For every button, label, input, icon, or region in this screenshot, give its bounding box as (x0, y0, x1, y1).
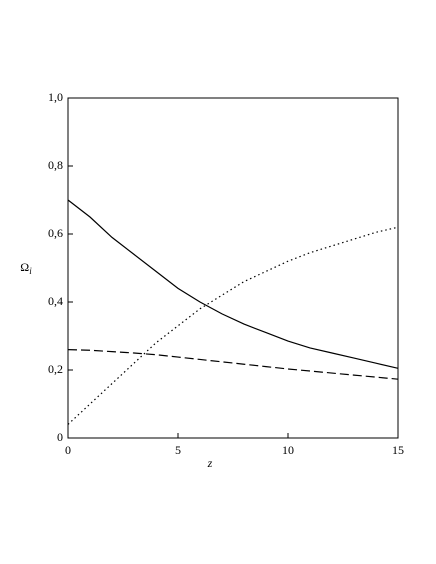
x-tick-label: 10 (282, 443, 294, 457)
y-tick-label: 0,8 (48, 158, 63, 172)
plot-frame (67, 97, 399, 439)
y-axis-label: Ωi (20, 260, 32, 276)
series-line (67, 226, 399, 425)
y-tick-label: 0,2 (48, 362, 63, 376)
x-tick-label: 0 (65, 443, 71, 457)
y-tick-label: 0 (57, 430, 63, 444)
series-line (67, 349, 399, 380)
y-tick-label: 0,4 (48, 294, 63, 308)
y-axis-label-main: Ω (20, 260, 29, 274)
y-tick-label: 0,6 (48, 226, 63, 240)
x-tick-label: 5 (175, 443, 181, 457)
y-axis-label-subscript: i (29, 266, 32, 276)
x-tick-label: 15 (392, 443, 404, 457)
x-axis-label: z (207, 456, 213, 470)
y-tick-label: 1,0 (48, 90, 63, 104)
series-line (67, 199, 399, 369)
